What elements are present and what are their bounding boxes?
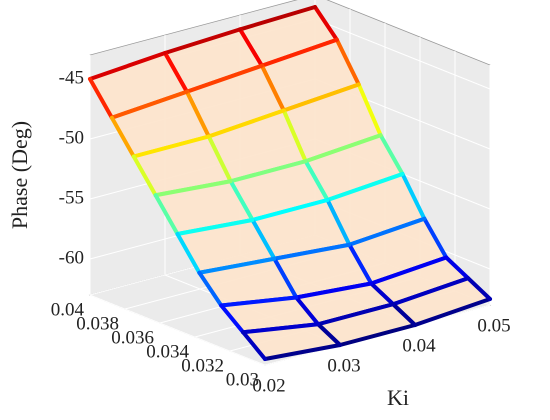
surface-face: [221, 297, 319, 333]
surface-edge: [250, 218, 277, 261]
surface-edge: [272, 256, 299, 300]
surface-edge: [88, 77, 114, 120]
surface-edge: [238, 5, 317, 32]
surface-edge: [88, 51, 167, 81]
surface-edge: [175, 232, 202, 275]
y-tick-label: 0.034: [146, 341, 189, 362]
surface-edge: [444, 255, 471, 281]
surface-edge: [206, 134, 233, 184]
surface-face: [165, 29, 262, 92]
y-tick-label: 0.03: [226, 369, 259, 390]
surface-edge: [219, 303, 246, 335]
surface-edge: [250, 198, 330, 222]
surface-edge: [109, 89, 189, 120]
surface-edge: [325, 198, 352, 247]
surface-edge: [303, 159, 330, 202]
surface-edge: [369, 255, 449, 286]
grid-line: [314, 18, 491, 90]
surface-edge: [400, 172, 427, 221]
surface-face: [305, 135, 403, 200]
surface-edge: [163, 27, 242, 55]
z-tick-label: -50: [59, 127, 84, 148]
x-tick-label: 0.02: [252, 375, 285, 396]
surface-edge: [422, 216, 449, 260]
surface-edge: [263, 343, 342, 361]
surface-face: [199, 258, 297, 306]
surface-edge: [131, 134, 211, 159]
surface-face: [90, 53, 187, 118]
surface-edge: [238, 27, 264, 68]
surface-edge: [316, 322, 342, 347]
surface-edge: [356, 82, 383, 138]
surface-face: [243, 324, 340, 359]
surface-edge: [413, 297, 492, 327]
z-tick-label: -55: [59, 187, 84, 208]
surface-edge: [325, 172, 405, 202]
surface-edge: [466, 276, 492, 301]
surface-edge: [334, 37, 361, 87]
surface-edge: [259, 37, 339, 68]
z-axis-label: Phase (Deg): [7, 121, 32, 229]
surface-edge: [378, 133, 405, 176]
z-tick-label: -45: [59, 67, 84, 88]
surface-edge: [219, 295, 299, 308]
x-tick-label: 0.04: [402, 335, 436, 356]
surface-face: [177, 220, 275, 273]
surface-face: [240, 7, 337, 66]
surface-edge: [153, 179, 233, 198]
grid-line: [89, 294, 266, 366]
surface-edge: [272, 242, 352, 261]
x-tick-label: 0.03: [327, 355, 360, 376]
surface-edge: [391, 276, 471, 307]
surface-edge: [313, 5, 339, 42]
surface-edge: [184, 89, 211, 139]
surface-edge: [369, 281, 396, 307]
surface-edge: [206, 108, 286, 139]
surface-edge: [347, 216, 427, 247]
surface-edge: [316, 302, 396, 327]
surface-face: [318, 304, 415, 345]
surface-face: [371, 257, 469, 305]
y-tick-label: 0.038: [76, 313, 119, 334]
surface-edge: [197, 256, 277, 275]
surface-edge: [228, 179, 255, 222]
y-tick-label: 0.036: [111, 327, 154, 348]
surface-edge: [303, 133, 383, 164]
z-tick-label: -60: [59, 247, 84, 268]
surface-face: [274, 244, 372, 298]
surface-edge: [259, 63, 286, 113]
surface-edge: [228, 159, 308, 184]
y-tick-label: 0.032: [181, 355, 224, 376]
surface-edge: [294, 295, 321, 327]
surface-edge: [241, 330, 267, 361]
surface-face: [349, 218, 447, 284]
surface-edge: [281, 108, 308, 164]
surface-edge: [347, 242, 374, 286]
x-axis-label: Ki: [387, 385, 409, 410]
surface-edge: [184, 63, 264, 94]
surface-face: [393, 278, 490, 325]
surface-face: [111, 91, 209, 157]
x-tick-label: 0.05: [477, 315, 510, 336]
surface-edge: [241, 322, 321, 335]
surface-edge: [281, 82, 361, 113]
surface-edge: [175, 218, 255, 236]
surface-edge: [109, 115, 136, 159]
surface-face: [155, 181, 253, 234]
y-tick-label: 0.04: [51, 299, 85, 320]
surface-edge: [338, 323, 417, 347]
surface-edge: [294, 281, 374, 300]
surface-edge: [163, 51, 189, 94]
surface-edge: [153, 193, 180, 236]
surface-edge: [197, 270, 224, 308]
surface-edge: [131, 154, 158, 198]
surface-edge: [391, 302, 417, 327]
